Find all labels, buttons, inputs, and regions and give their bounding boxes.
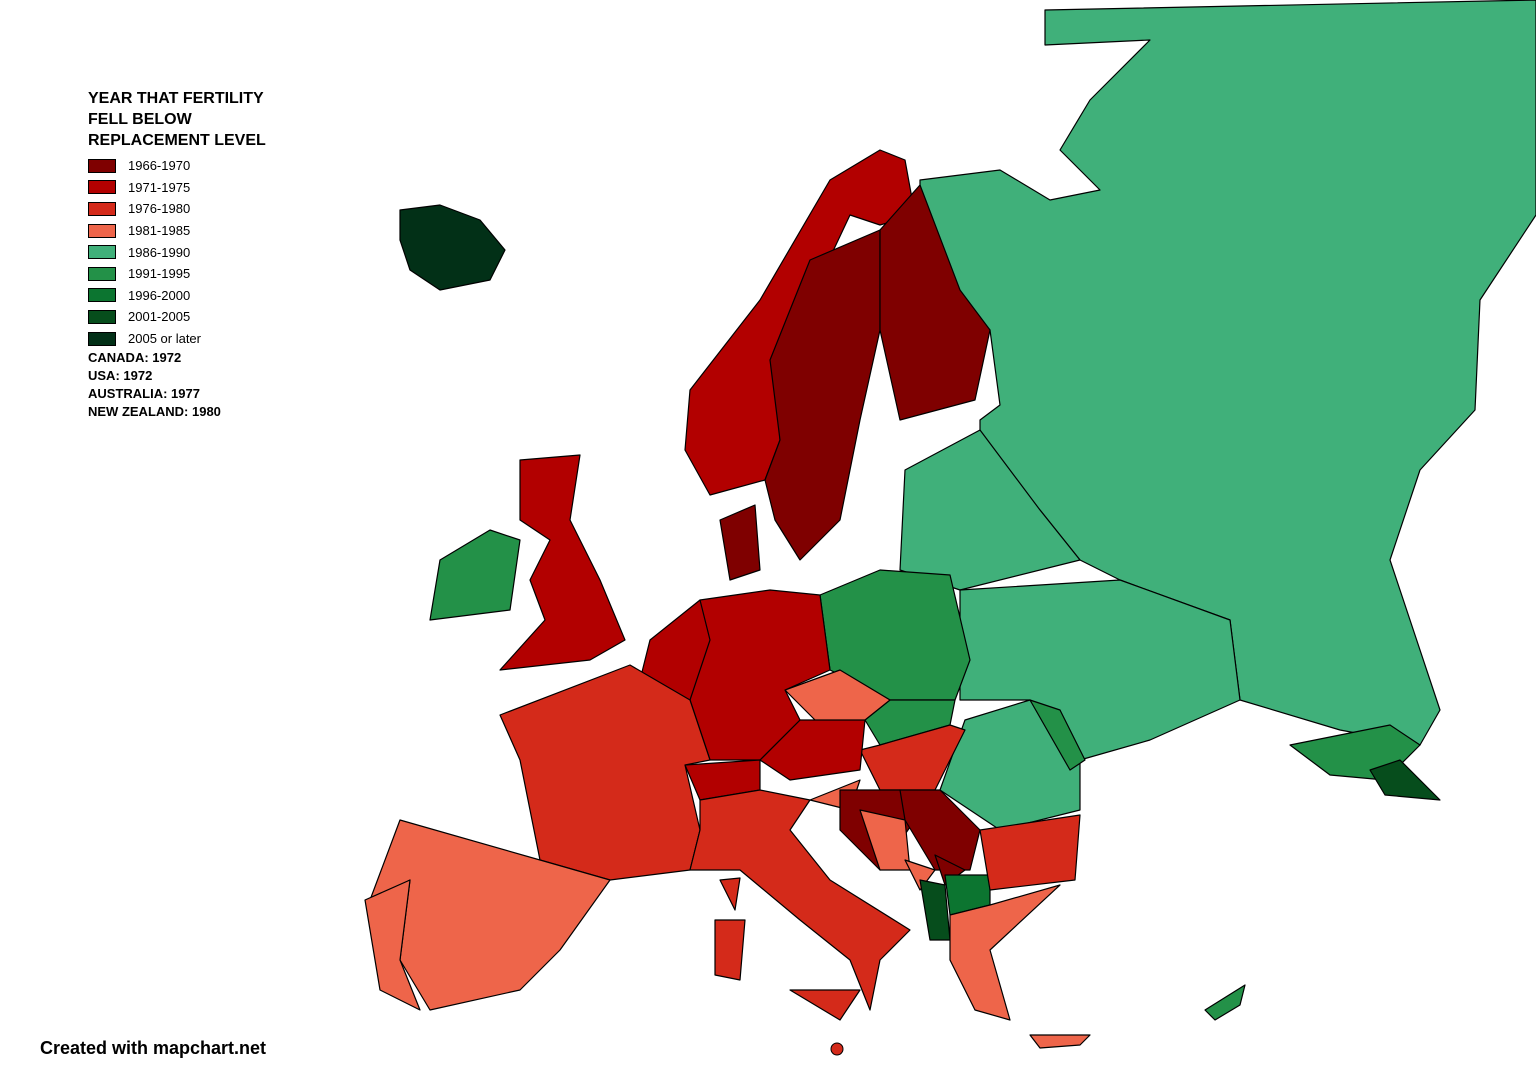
legend-note: USA: 1972 xyxy=(88,368,153,384)
legend-label: 1971-1975 xyxy=(128,179,191,195)
country xyxy=(959,579,1241,761)
legend-label: 1966-1970 xyxy=(128,158,191,174)
country xyxy=(1029,699,1086,771)
legend-swatch xyxy=(88,288,116,303)
country xyxy=(1369,759,1441,801)
legend-swatch xyxy=(88,331,116,346)
country xyxy=(499,664,711,881)
country xyxy=(714,919,746,981)
legend-swatch xyxy=(88,223,116,238)
country xyxy=(1029,1034,1091,1049)
island xyxy=(830,1042,844,1056)
legend-title: YEAR THAT FERTILITY FELL BELOW REPLACEME… xyxy=(88,90,266,149)
country xyxy=(684,149,916,496)
country xyxy=(904,859,936,891)
credit: Created with mapchart.net xyxy=(40,1038,267,1058)
legend-item: 1971-1975 xyxy=(88,177,308,199)
legend-label: 1996-2000 xyxy=(128,287,191,303)
legend-label: 1976-1980 xyxy=(128,201,191,217)
country xyxy=(789,989,861,1021)
country xyxy=(879,184,991,421)
legend-notes: CANADA: 1972 USA: 1972 AUSTRALIA: 1977 NEW … xyxy=(88,349,308,421)
legend-label: 1986-1990 xyxy=(128,244,191,260)
legend-swatch xyxy=(88,158,116,173)
legend-item: 1986-1990 xyxy=(88,241,308,263)
legend-item: 1966-1970 xyxy=(88,155,308,177)
country xyxy=(1204,984,1246,1021)
legend-swatch xyxy=(88,201,116,216)
country xyxy=(899,789,981,871)
country xyxy=(764,229,881,561)
country xyxy=(719,504,761,581)
legend-item: 1981-1985 xyxy=(88,220,308,242)
legend-item: 2005 or later xyxy=(88,328,308,350)
legend-item: 1976-1980 xyxy=(88,198,308,220)
legend-swatch xyxy=(88,180,116,195)
legend-item: 1996-2000 xyxy=(88,285,308,307)
country xyxy=(689,789,911,1011)
country xyxy=(364,879,421,1011)
legend-note: CANADA: 1972 xyxy=(88,350,182,366)
legend-swatch xyxy=(88,245,116,260)
legend: YEAR THAT FERTILITY FELL BELOW REPLACEME… xyxy=(88,88,308,421)
country xyxy=(429,529,521,621)
legend-note: NEW ZEALAND: 1980 xyxy=(88,404,221,420)
legend-swatch xyxy=(88,266,116,281)
legend-item: 2001-2005 xyxy=(88,306,308,328)
country xyxy=(719,877,741,911)
country xyxy=(399,204,506,291)
legend-item: 1991-1995 xyxy=(88,263,308,285)
country xyxy=(499,454,626,671)
legend-items: 1966-1970 1971-1975 1976-1980 1981-1985 1986… xyxy=(88,155,308,349)
legend-label: 1991-1995 xyxy=(128,266,191,282)
country xyxy=(919,879,951,941)
legend-note: AUSTRALIA: 1977 xyxy=(88,386,200,402)
country xyxy=(949,884,1061,1021)
legend-label: 1981-1985 xyxy=(128,223,191,239)
legend-swatch xyxy=(88,309,116,324)
legend-label: 2001-2005 xyxy=(128,309,191,325)
country xyxy=(979,814,1081,891)
country xyxy=(784,669,891,726)
legend-label: 2005 or later xyxy=(128,331,201,347)
country xyxy=(899,429,1081,591)
